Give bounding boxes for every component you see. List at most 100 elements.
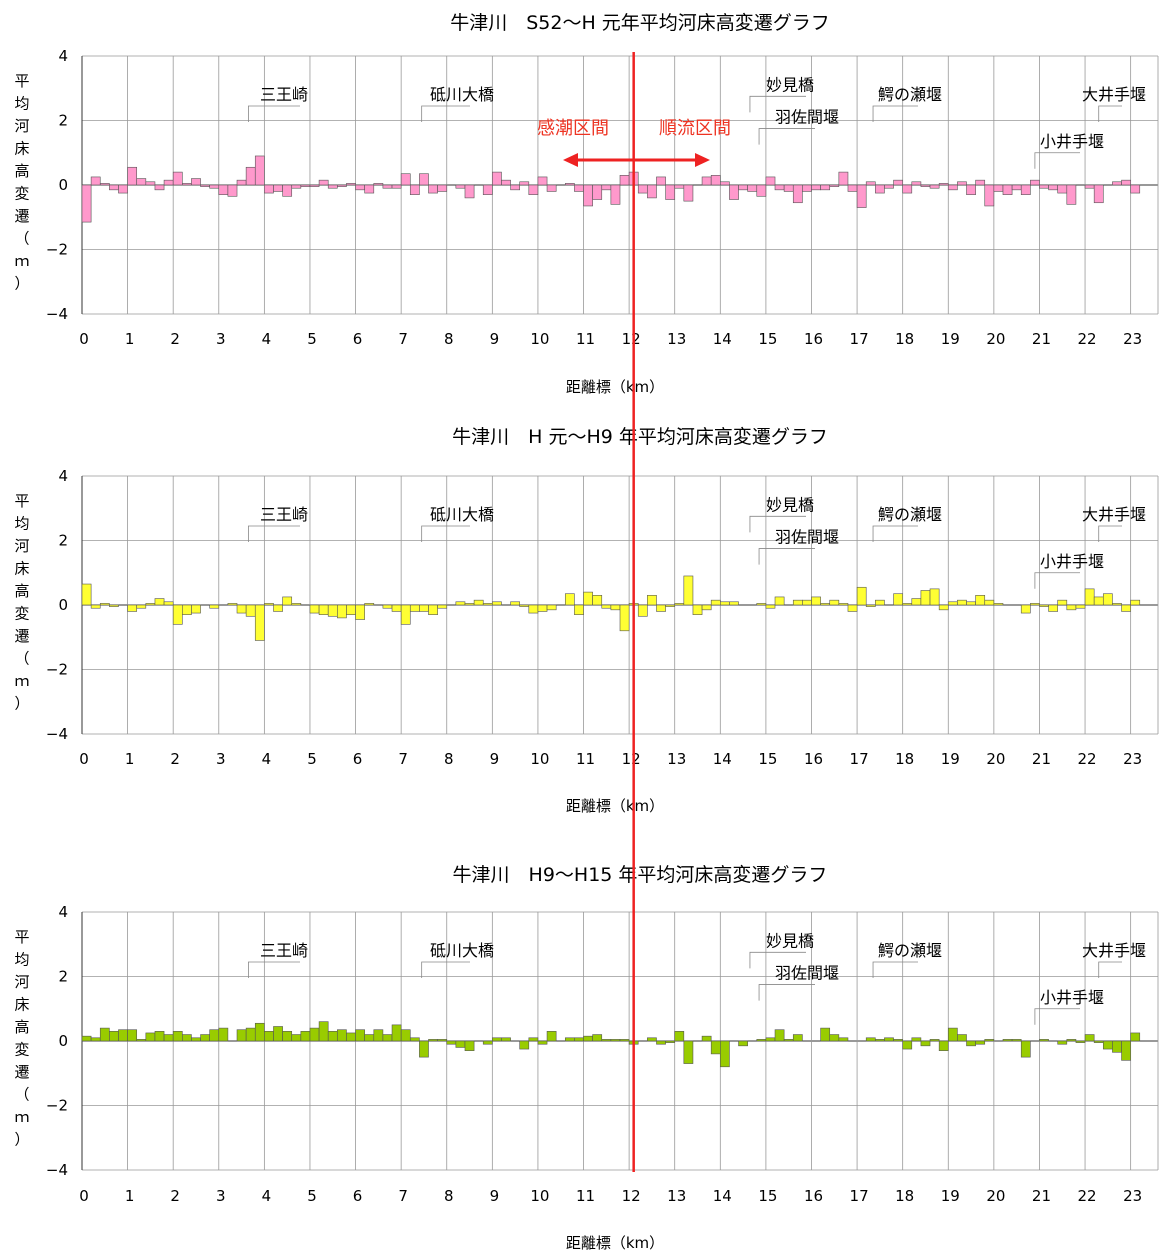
x-tick-label: 18 <box>895 1187 914 1205</box>
annotation-leader <box>758 128 815 145</box>
bar <box>938 1040 949 1051</box>
annotation-label: 砥川大橋 <box>430 941 494 960</box>
bar <box>811 184 821 191</box>
x-tick-label: 11 <box>576 330 595 348</box>
bar <box>282 1031 293 1042</box>
bar <box>473 599 484 606</box>
x-tick-label: 22 <box>1078 330 1097 348</box>
bar <box>337 1029 347 1042</box>
bar <box>382 604 393 609</box>
bar <box>373 183 384 186</box>
bar <box>90 1037 101 1042</box>
annotation-leader <box>749 95 806 113</box>
x-tick-label: 20 <box>986 330 1005 348</box>
bar <box>875 1039 885 1042</box>
bar <box>1130 1032 1141 1042</box>
bar <box>537 176 548 186</box>
bar <box>464 603 475 606</box>
bar <box>856 184 867 208</box>
annotation-leader <box>1034 152 1080 169</box>
annotation-label: 羽佐間堰 <box>775 528 839 547</box>
x-tick-label: 21 <box>1032 330 1051 348</box>
x-axis-label: 距離標（km） <box>566 797 664 815</box>
bar <box>182 604 192 615</box>
bar <box>993 603 1004 606</box>
bar <box>537 1040 548 1045</box>
bar <box>802 599 812 606</box>
bar <box>610 184 621 205</box>
x-tick-label: 11 <box>576 750 595 768</box>
bar <box>1066 184 1077 205</box>
bar <box>364 184 375 194</box>
bar <box>163 1034 174 1042</box>
bar <box>966 1040 976 1047</box>
bar <box>656 1040 666 1045</box>
bar <box>519 1040 530 1050</box>
bar <box>1084 184 1095 189</box>
bar <box>409 1037 420 1042</box>
x-tick-label: 6 <box>353 750 363 768</box>
bar <box>756 603 767 606</box>
bar <box>738 1040 748 1047</box>
bar <box>355 604 365 620</box>
bar <box>957 181 967 186</box>
x-tick-label: 0 <box>79 1187 89 1205</box>
bar <box>510 601 520 606</box>
x-tick-label: 23 <box>1123 330 1142 348</box>
bar <box>546 1031 557 1042</box>
bar <box>1130 184 1141 194</box>
x-tick-label: 8 <box>444 750 454 768</box>
bar <box>200 1034 210 1042</box>
x-tick-label: 19 <box>941 1187 960 1205</box>
bar <box>182 183 192 186</box>
y-axis-label: 平均河床高変遷（ｍ） <box>14 492 29 713</box>
bar <box>81 184 92 223</box>
annotation-label: 鰐の瀬堰 <box>878 85 942 104</box>
annotation-label: 妙見橋 <box>766 75 814 94</box>
x-tick-label: 10 <box>530 330 549 348</box>
x-tick-label: 3 <box>216 1187 226 1205</box>
x-tick-label: 23 <box>1123 750 1142 768</box>
bar <box>346 1032 356 1042</box>
bar <box>282 184 293 197</box>
normal-section-label: 順流区間 <box>659 118 731 139</box>
bar <box>309 1027 320 1042</box>
bar <box>300 1031 311 1042</box>
annotation-label: 大井手堰 <box>1082 505 1146 524</box>
x-tick-label: 13 <box>667 330 686 348</box>
x-tick-label: 20 <box>986 1187 1005 1205</box>
bar <box>610 604 621 611</box>
bar <box>273 1026 283 1042</box>
bar <box>309 184 320 187</box>
bar <box>1093 184 1104 204</box>
bar <box>838 1037 849 1042</box>
annotation-leader <box>248 525 300 542</box>
bar <box>209 604 220 609</box>
bar <box>647 184 657 199</box>
y-tick-label: 0 <box>58 1032 68 1050</box>
bar <box>546 184 557 192</box>
y-tick-label: 0 <box>58 596 68 614</box>
bar <box>1030 603 1040 606</box>
bar <box>273 184 283 192</box>
bar <box>592 1034 603 1042</box>
bar <box>802 184 812 192</box>
bar <box>847 184 858 192</box>
y-tick-label: 2 <box>58 968 68 986</box>
bar <box>774 1029 785 1042</box>
bar <box>1084 1034 1095 1042</box>
bar <box>902 184 913 194</box>
x-tick-label: 5 <box>307 1187 317 1205</box>
annotation-leader <box>1098 525 1122 542</box>
bar <box>437 604 448 609</box>
bar <box>492 1037 502 1042</box>
bar <box>920 184 931 187</box>
bar <box>528 604 539 614</box>
bar <box>683 575 694 606</box>
bar <box>710 175 721 186</box>
x-tick-label: 15 <box>758 1187 777 1205</box>
x-tick-label: 22 <box>1078 750 1097 768</box>
bar <box>400 604 411 625</box>
bar <box>355 1029 365 1042</box>
bar <box>109 184 119 191</box>
